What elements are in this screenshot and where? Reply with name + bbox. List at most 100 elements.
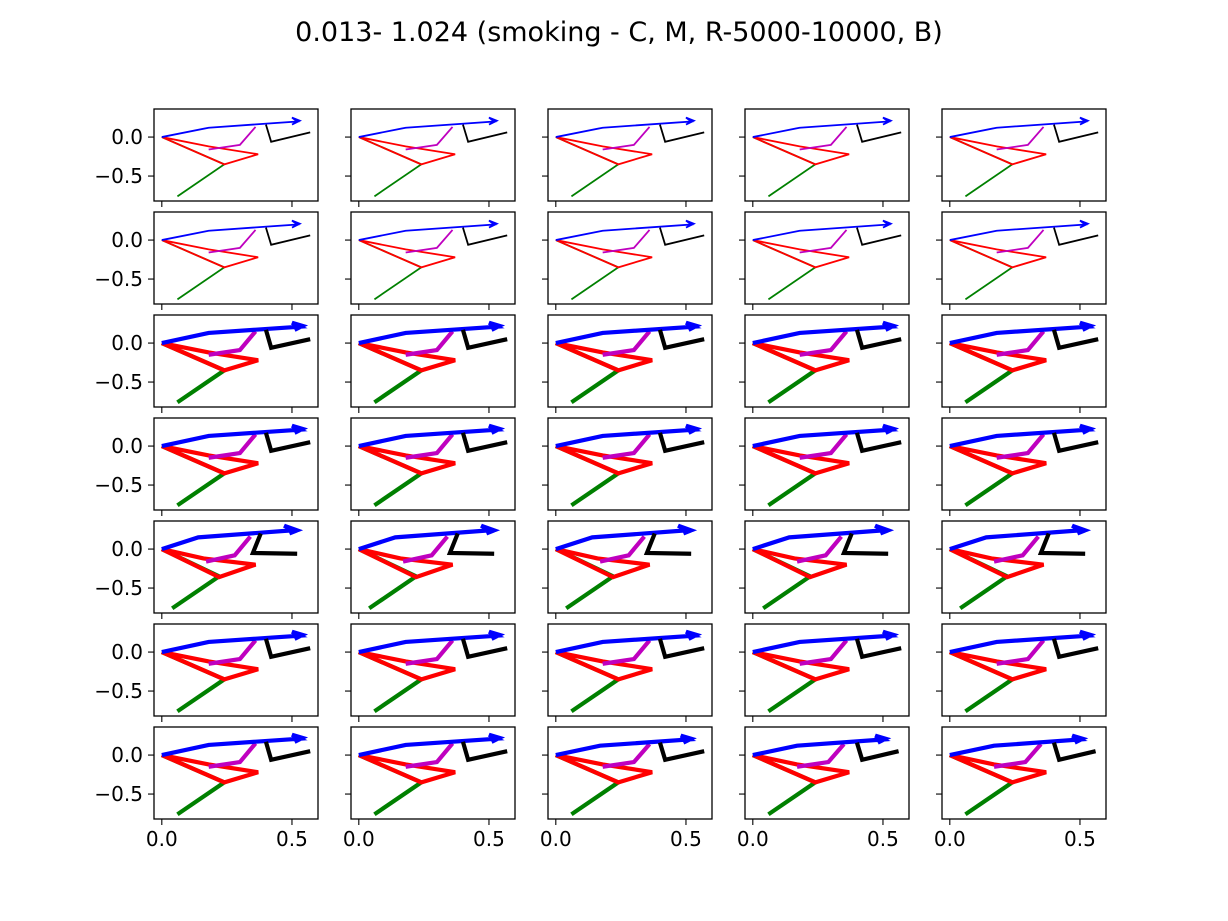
- red-segment: [358, 239, 456, 269]
- red-segment: [751, 650, 850, 682]
- magenta-segment: [799, 126, 848, 151]
- blue-segment: [161, 219, 302, 241]
- subplot: [542, 520, 713, 619]
- black-segment: [854, 638, 902, 660]
- pose-figure: [948, 423, 1099, 508]
- red-segment: [357, 753, 456, 785]
- magenta-segment: [405, 229, 454, 254]
- x-tick-label: 0.0: [540, 827, 572, 851]
- red-segment: [948, 547, 1045, 580]
- subplot: [739, 417, 910, 516]
- pose-figure: [948, 523, 1092, 611]
- blue-segment: [949, 629, 1097, 655]
- blue-segment: [949, 523, 1092, 552]
- magenta-segment: [405, 742, 455, 769]
- black-segment: [460, 432, 508, 454]
- pose-figure: [554, 629, 705, 714]
- magenta-segment: [405, 639, 455, 666]
- subplot: [345, 314, 516, 413]
- subplot: [542, 314, 713, 413]
- magenta-segment: [799, 433, 849, 460]
- pose-figure: [949, 219, 1099, 301]
- x-tick-label: 0.0: [934, 827, 966, 851]
- subplot: 0.0 −0.5: [94, 314, 319, 413]
- axes-frame: [350, 211, 516, 305]
- black-segment: [263, 638, 311, 660]
- pose-figure: [357, 320, 508, 405]
- pose-figure: [160, 523, 304, 611]
- magenta-segment: [996, 639, 1046, 666]
- x-tick-label: 0.5: [473, 827, 505, 851]
- black-segment: [1051, 329, 1099, 351]
- black-segment: [446, 532, 495, 556]
- axes-frame: [153, 211, 319, 305]
- red-segment: [948, 341, 1047, 373]
- black-segment: [265, 124, 311, 143]
- subplot: [936, 417, 1107, 516]
- subplot: [542, 108, 713, 207]
- y-tick-label: 0.0: [111, 537, 143, 561]
- red-segment: [751, 753, 850, 785]
- black-segment: [460, 329, 508, 351]
- pose-figure: [161, 116, 311, 198]
- pose-figure: [948, 629, 1099, 714]
- magenta-segment: [799, 330, 849, 357]
- magenta-segment: [799, 229, 848, 254]
- subplot: [345, 623, 516, 722]
- black-segment: [1037, 532, 1086, 556]
- blue-segment: [949, 733, 1089, 758]
- black-segment: [659, 227, 705, 246]
- blue-segment: [555, 423, 703, 449]
- magenta-segment: [996, 433, 1046, 460]
- pose-figure: [751, 523, 895, 611]
- blue-segment: [358, 219, 499, 241]
- magenta-segment: [796, 535, 843, 564]
- red-segment: [160, 650, 259, 682]
- blue-segment: [358, 732, 506, 758]
- magenta-segment: [208, 433, 258, 460]
- blue-segment: [949, 320, 1097, 346]
- magenta-segment: [602, 229, 651, 254]
- pose-figure: [752, 219, 902, 301]
- axes-frame: [744, 211, 910, 305]
- magenta-segment: [405, 330, 455, 357]
- subplot: 0.0 −0.5: [94, 108, 319, 207]
- pose-figure: [160, 629, 311, 714]
- magenta-segment: [602, 742, 652, 769]
- red-segment: [752, 239, 850, 269]
- y-tick-label: −0.5: [94, 782, 143, 806]
- pose-figure: [554, 423, 705, 508]
- magenta-segment: [208, 639, 258, 666]
- black-segment: [263, 741, 311, 763]
- blue-segment: [949, 116, 1090, 138]
- y-tick-label: −0.5: [94, 164, 143, 188]
- black-segment: [657, 329, 705, 351]
- black-segment: [856, 124, 902, 143]
- x-tick-label: 0.0: [146, 827, 178, 851]
- x-tick-label: 0.0: [737, 827, 769, 851]
- magenta-segment: [602, 330, 652, 357]
- subplot: [739, 623, 910, 722]
- subplot: [936, 211, 1107, 310]
- subplot: [739, 211, 910, 310]
- black-segment: [657, 432, 705, 454]
- black-segment: [657, 741, 705, 763]
- pose-figure: [160, 732, 311, 817]
- magenta-segment: [993, 742, 1043, 769]
- y-tick-label: 0.0: [111, 228, 143, 252]
- axes-frame: [941, 211, 1107, 305]
- pose-figure: [555, 219, 705, 301]
- red-segment: [751, 341, 850, 373]
- subplot: 0.0 0.5: [934, 726, 1107, 851]
- subplot: 0.0 0.5: [343, 726, 516, 851]
- red-segment: [751, 547, 848, 580]
- black-segment: [854, 432, 902, 454]
- blue-segment: [161, 629, 309, 655]
- black-segment: [1053, 124, 1099, 143]
- pose-figure: [751, 423, 902, 508]
- black-segment: [1053, 227, 1099, 246]
- black-segment: [1051, 432, 1099, 454]
- magenta-segment: [996, 126, 1045, 151]
- blue-segment: [161, 732, 309, 758]
